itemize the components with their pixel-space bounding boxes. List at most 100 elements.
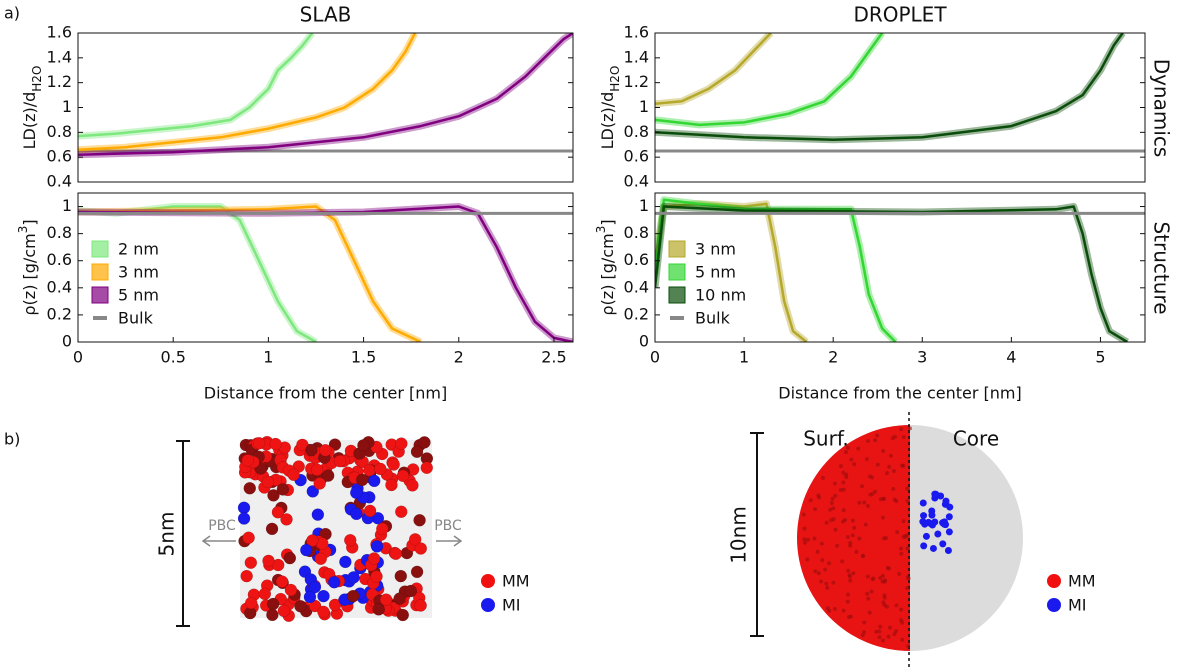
particle bbox=[829, 518, 834, 523]
particle bbox=[852, 462, 857, 467]
particle bbox=[867, 610, 872, 615]
particle bbox=[806, 537, 811, 542]
y-tick-label: 1 bbox=[62, 196, 72, 215]
particle bbox=[805, 557, 810, 562]
particle bbox=[920, 542, 928, 550]
legend-swatch bbox=[668, 263, 686, 281]
x-tick-label: 2.5 bbox=[541, 348, 566, 367]
y-tick-label: 0.6 bbox=[47, 147, 72, 166]
particle bbox=[861, 553, 866, 558]
particle bbox=[306, 534, 319, 547]
particle bbox=[929, 544, 937, 552]
particle bbox=[262, 554, 275, 568]
particle bbox=[944, 547, 952, 555]
particle bbox=[410, 565, 424, 579]
x-tick-label: 4 bbox=[1006, 348, 1016, 367]
row-label: Structure bbox=[1150, 221, 1174, 314]
particle bbox=[920, 512, 928, 520]
particle bbox=[899, 607, 904, 612]
legend-label: Bulk bbox=[118, 309, 154, 328]
particle bbox=[280, 513, 293, 526]
particle bbox=[347, 571, 360, 584]
particle bbox=[370, 570, 383, 583]
y-tick-label: 1 bbox=[62, 97, 72, 116]
legend-label: 3 nm bbox=[118, 263, 159, 282]
particle bbox=[875, 433, 880, 438]
particle bbox=[873, 489, 878, 494]
particle bbox=[833, 527, 838, 532]
particle bbox=[825, 585, 830, 590]
particle bbox=[940, 520, 948, 528]
region-label: Core bbox=[953, 427, 999, 451]
x-axis-label: Distance from the center [nm] bbox=[204, 384, 447, 403]
y-axis-label-part: 3 bbox=[16, 226, 30, 234]
legend-label: MI bbox=[502, 596, 521, 615]
particle bbox=[894, 629, 899, 634]
droplet-core bbox=[910, 425, 1023, 651]
y-tick-label: 0.8 bbox=[47, 122, 72, 141]
particle bbox=[802, 537, 807, 542]
particle bbox=[266, 597, 280, 611]
series-line bbox=[78, 33, 417, 151]
particle bbox=[829, 501, 834, 506]
particle bbox=[904, 533, 909, 538]
particle bbox=[870, 491, 875, 496]
y-axis-label-part: ρ(z) [g/cm bbox=[20, 233, 39, 315]
particle bbox=[350, 486, 363, 499]
y-axis-label-part: H2O bbox=[608, 66, 622, 92]
particle bbox=[841, 519, 846, 524]
y-tick-label: 1 bbox=[639, 97, 649, 116]
particle bbox=[905, 486, 910, 491]
x-tick-label: 5 bbox=[1095, 348, 1105, 367]
particle bbox=[919, 518, 927, 526]
particle bbox=[874, 629, 879, 634]
particle bbox=[847, 573, 852, 578]
particle bbox=[242, 531, 255, 544]
legend-label: 3 nm bbox=[695, 240, 736, 259]
particle bbox=[895, 530, 900, 535]
band bbox=[78, 33, 573, 159]
particle bbox=[265, 522, 279, 536]
particle bbox=[317, 605, 330, 619]
particle bbox=[882, 579, 887, 584]
particle bbox=[882, 603, 887, 608]
particle bbox=[942, 497, 950, 505]
y-axis-label: LD(z)/dH2O bbox=[20, 66, 44, 150]
particle bbox=[875, 462, 880, 467]
particle bbox=[817, 495, 822, 500]
particle bbox=[850, 533, 855, 538]
x-tick-label: 3 bbox=[917, 348, 927, 367]
particle bbox=[881, 496, 886, 501]
particle bbox=[404, 584, 418, 598]
particle bbox=[237, 501, 251, 515]
particle bbox=[900, 637, 905, 642]
particle bbox=[327, 575, 341, 589]
particle bbox=[395, 437, 408, 450]
x-axis-label: Distance from the center [nm] bbox=[778, 384, 1021, 403]
particle bbox=[311, 508, 325, 521]
particle bbox=[841, 508, 846, 513]
y-tick-label: 0.6 bbox=[624, 147, 649, 166]
x-tick-label: 0 bbox=[73, 348, 83, 367]
particle bbox=[819, 541, 824, 546]
particle bbox=[931, 518, 939, 526]
series-line bbox=[78, 33, 573, 156]
particle bbox=[831, 580, 836, 585]
particle bbox=[886, 634, 891, 639]
band bbox=[78, 33, 315, 140]
particle bbox=[888, 625, 893, 630]
particle bbox=[877, 635, 882, 640]
particle bbox=[832, 481, 837, 486]
particle bbox=[370, 540, 384, 553]
particle bbox=[267, 489, 280, 502]
particle bbox=[812, 536, 817, 541]
particle bbox=[835, 543, 840, 548]
particle bbox=[838, 464, 843, 469]
particle bbox=[252, 436, 266, 450]
particle bbox=[899, 546, 904, 551]
particle bbox=[414, 542, 428, 555]
particle bbox=[277, 604, 291, 618]
particle bbox=[922, 532, 930, 540]
particle bbox=[860, 484, 865, 489]
particle bbox=[813, 507, 818, 512]
